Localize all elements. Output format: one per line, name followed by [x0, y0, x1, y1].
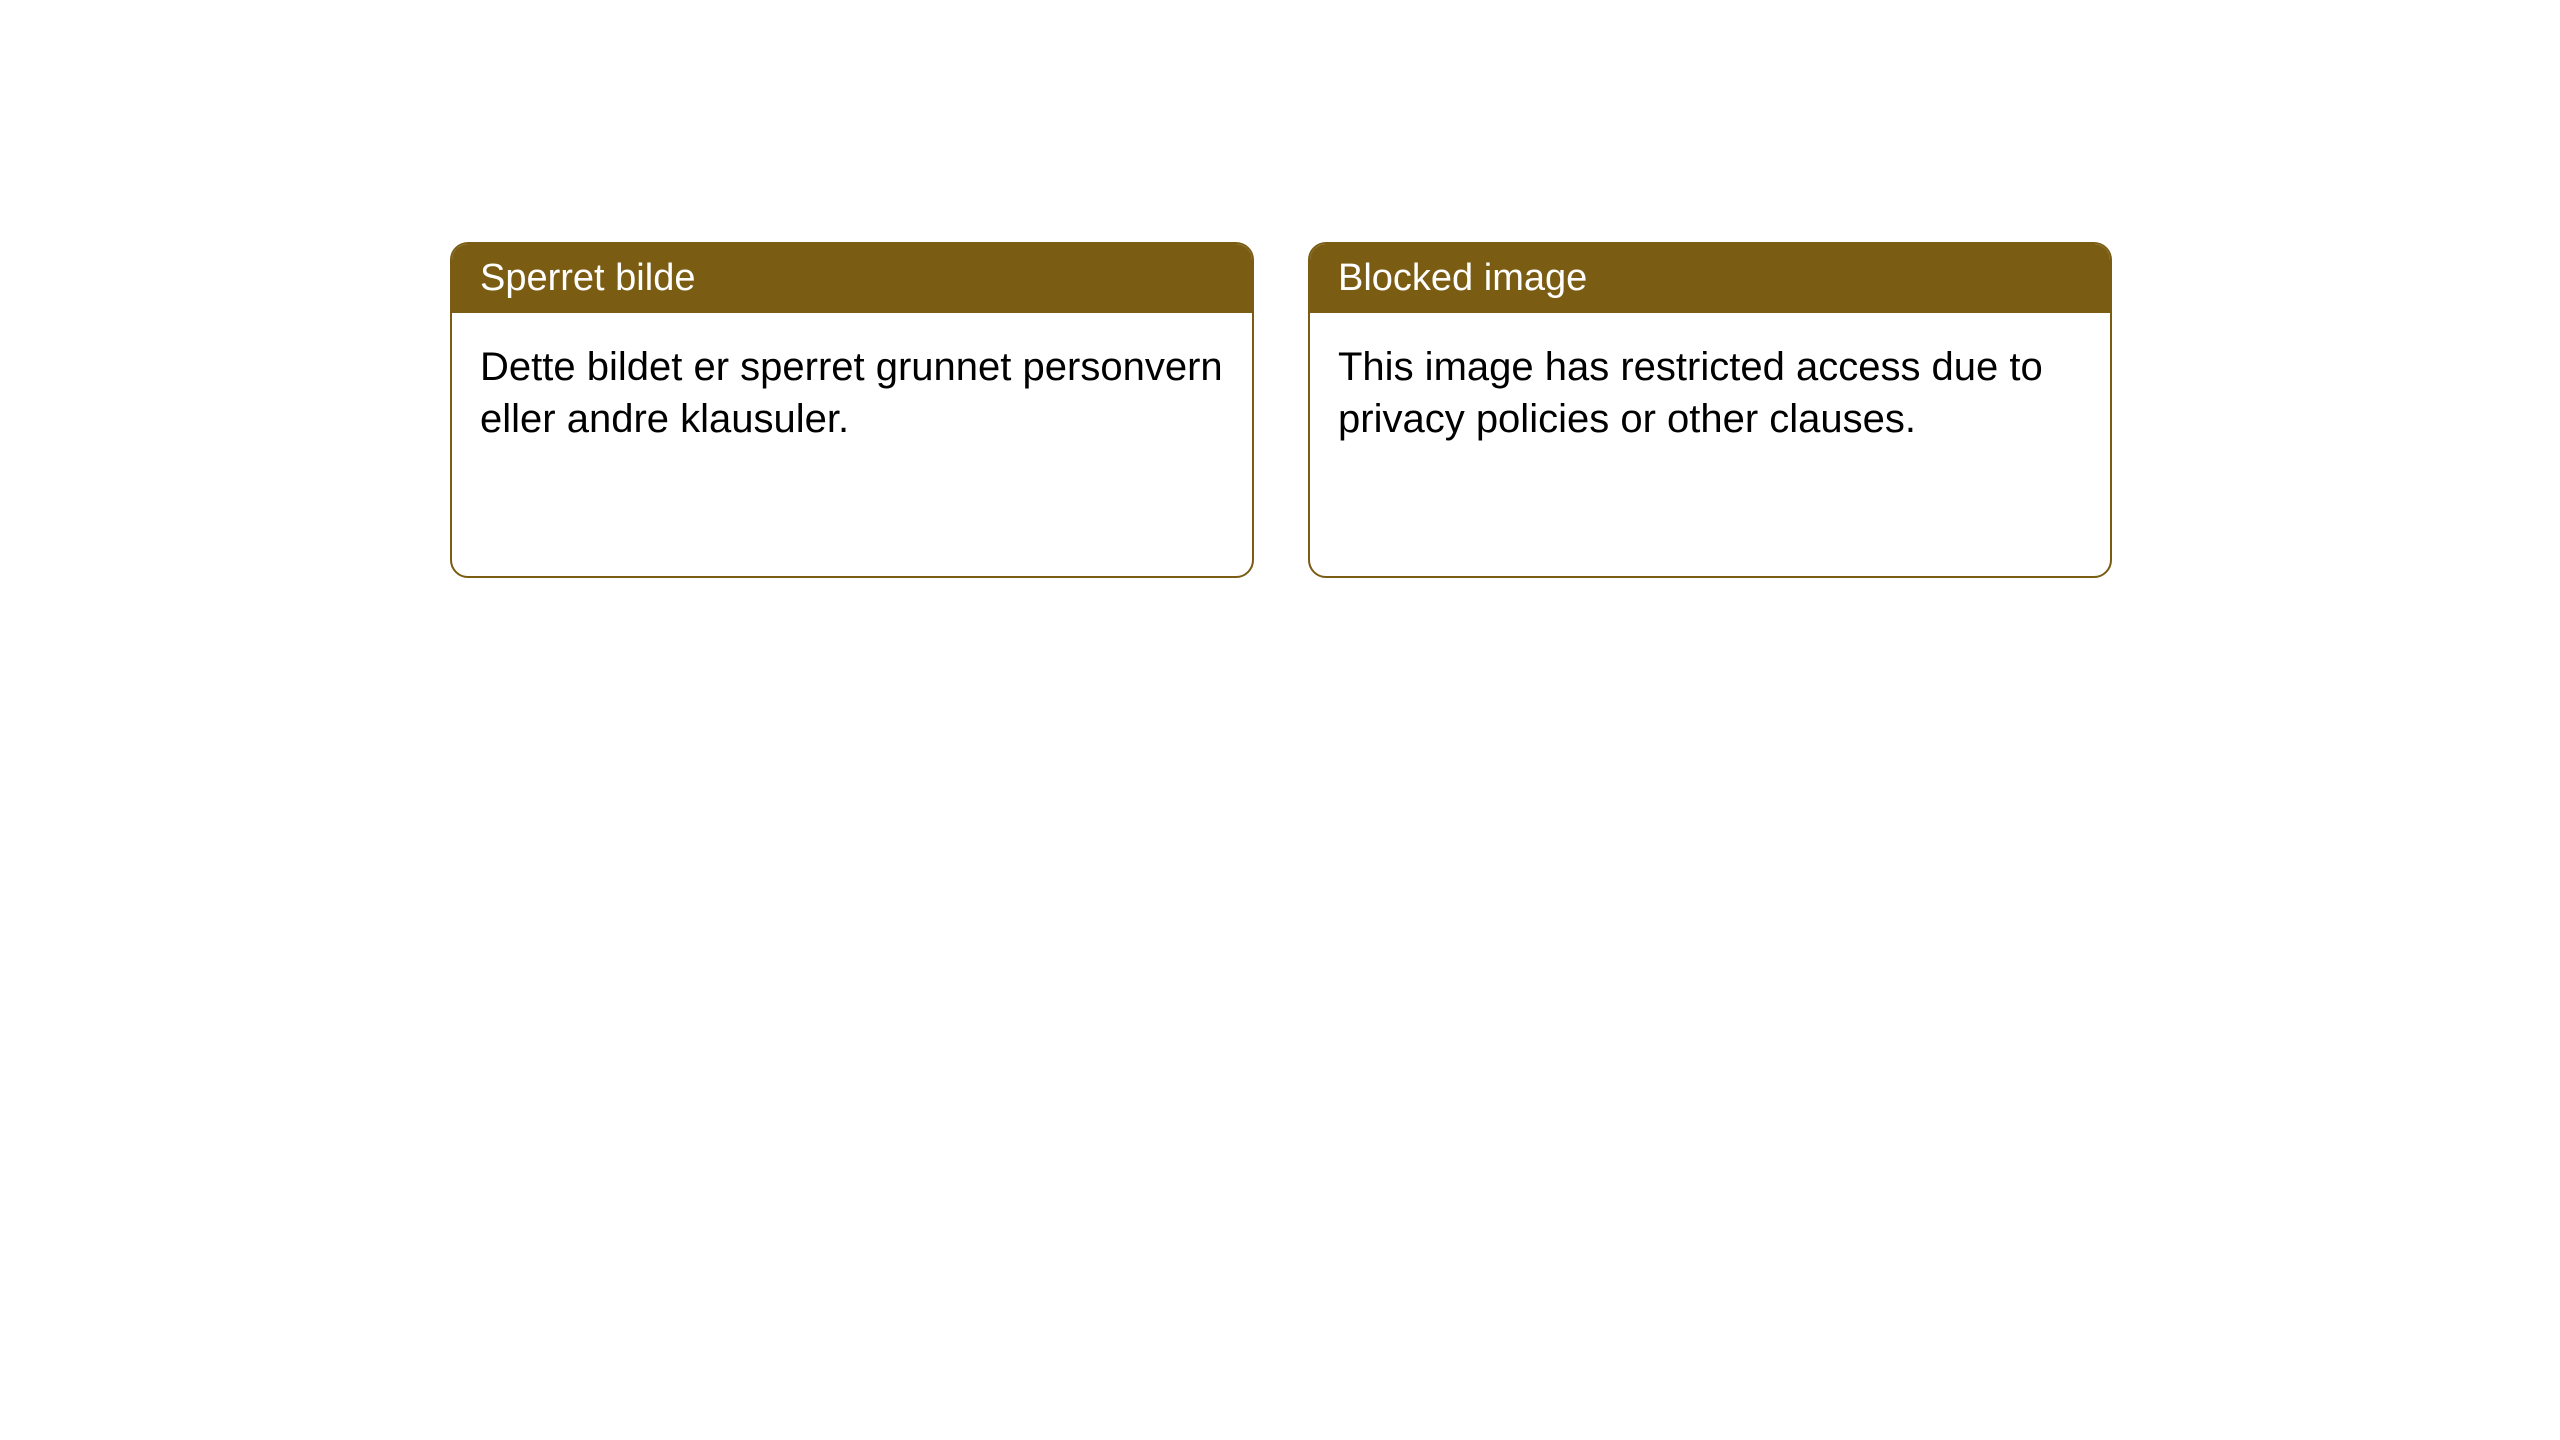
card-header: Blocked image — [1310, 244, 2110, 313]
blocked-image-card-en: Blocked image This image has restricted … — [1308, 242, 2112, 578]
card-body: Dette bildet er sperret grunnet personve… — [452, 313, 1252, 473]
notice-container: Sperret bilde Dette bildet er sperret gr… — [0, 0, 2560, 578]
card-header: Sperret bilde — [452, 244, 1252, 313]
card-title: Sperret bilde — [480, 257, 695, 299]
card-body-text: Dette bildet er sperret grunnet personve… — [480, 345, 1223, 441]
blocked-image-card-no: Sperret bilde Dette bildet er sperret gr… — [450, 242, 1254, 578]
card-body: This image has restricted access due to … — [1310, 313, 2110, 473]
card-title: Blocked image — [1338, 257, 1587, 299]
card-body-text: This image has restricted access due to … — [1338, 345, 2043, 441]
